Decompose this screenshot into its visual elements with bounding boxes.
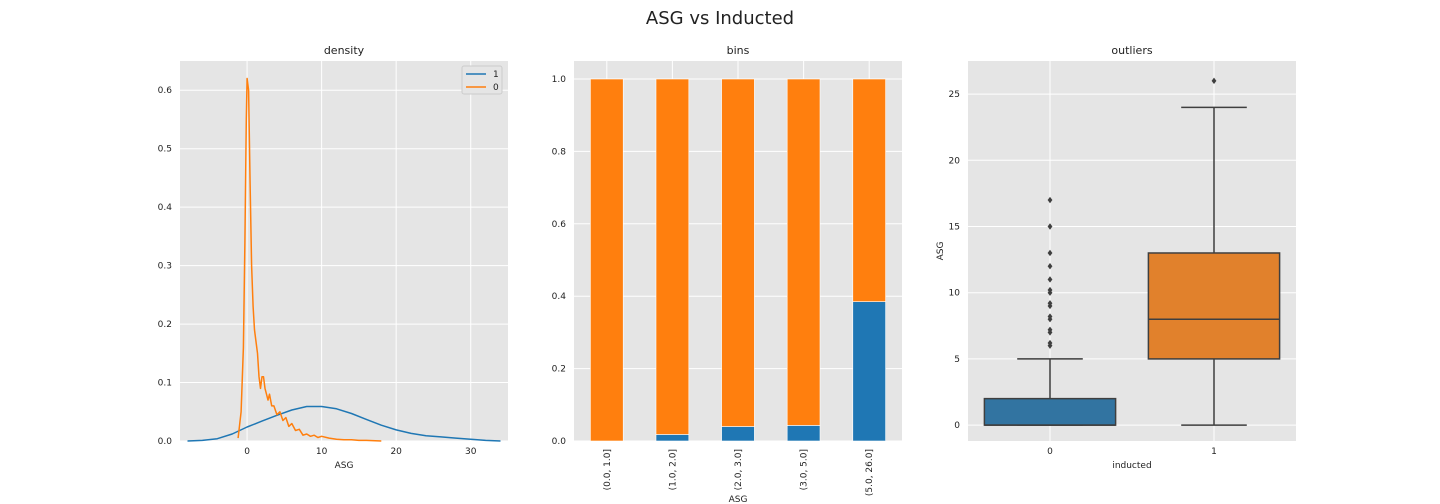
bins-bar-segment <box>721 78 755 427</box>
figure-title: ASG vs Inducted <box>646 8 794 29</box>
outliers-xtick-label: 0 <box>1047 447 1053 457</box>
legend-label-1: 1 <box>493 70 499 80</box>
density-ytick-label: 0.0 <box>158 437 173 447</box>
bins-bar-segment <box>721 426 755 442</box>
box-outlier-point <box>1047 196 1053 204</box>
density-title: density <box>324 44 365 57</box>
density-xtick-label: 10 <box>316 447 328 457</box>
box-outlier-point <box>1047 249 1053 257</box>
bins-xtick-label: (2.0, 3.0] <box>734 449 744 490</box>
box-outlier-point <box>1047 339 1053 347</box>
density-ytick-label: 0.3 <box>158 262 172 272</box>
bins-bar-segment <box>852 78 886 302</box>
outliers-ytick-label: 0 <box>954 421 960 431</box>
density-ytick-label: 0.4 <box>158 203 173 213</box>
bins-title: bins <box>727 44 750 57</box>
density-legend: 1 0 <box>461 65 503 95</box>
outliers-ytick-label: 10 <box>949 289 961 299</box>
bins-ytick-label: 0.4 <box>552 292 567 302</box>
box-iqr <box>983 397 1117 426</box>
outliers-plot-area <box>968 61 1296 441</box>
density-xtick-label: 30 <box>465 447 477 457</box>
bins-bars <box>590 78 886 442</box>
bins-xtick-label: (3.0, 5.0] <box>800 449 810 490</box>
bins-xlabel: ASG <box>729 495 748 504</box>
box-outlier-point <box>1047 300 1053 307</box>
outliers-ylabel: ASG <box>936 242 946 261</box>
bins-bar-segment <box>590 78 624 442</box>
density-ytick-label: 0.6 <box>158 86 173 96</box>
box-outlier-point <box>1047 313 1053 320</box>
density-curves <box>187 77 501 442</box>
outliers-ytick-label: 5 <box>954 355 960 365</box>
density-ytick-label: 0.5 <box>158 145 172 155</box>
bins-xtick-label: (1.0, 2.0] <box>668 449 678 490</box>
box-iqr <box>1147 252 1281 360</box>
density-plot-area <box>180 61 508 441</box>
density-xtick-label: 0 <box>244 447 250 457</box>
box-outlier-point <box>1047 223 1053 230</box>
outliers-ytick-label: 15 <box>949 223 960 233</box>
bins-xtick-label: (5.0, 26.0] <box>865 449 875 496</box>
bins-ytick-label: 0.0 <box>552 437 567 447</box>
bins-bar-segment <box>786 78 821 426</box>
outliers-ticks: 0 5 10 15 20 25 0 1 <box>949 90 1217 457</box>
bins-panel: 0.0 0.2 0.4 0.6 0.8 1.0 (0.0, 1.0] (1.0, 2.0] (2… <box>552 44 902 504</box>
bins-xtick-label: (0.0, 1.0] <box>603 449 613 490</box>
box-outlier-point <box>1047 326 1053 333</box>
density-ytick-label: 0.2 <box>158 320 172 330</box>
bins-ytick-label: 1.0 <box>552 75 567 85</box>
density-gridlines <box>180 61 508 442</box>
box-outlier-point <box>1211 77 1217 85</box>
density-panel: 0.00.10.20.30.40.50.60 10 20 30 density ASG… <box>158 44 508 471</box>
box-outlier-point <box>1047 276 1053 283</box>
bins-bar-segment <box>655 434 690 442</box>
bins-bar-segment <box>786 425 821 442</box>
density-line-0 <box>237 77 382 442</box>
bins-ytick-label: 0.6 <box>552 220 567 230</box>
outliers-title: outliers <box>1111 44 1152 57</box>
density-ytick-label: 0.1 <box>158 379 172 389</box>
box-outlier-point <box>1047 263 1053 270</box>
outliers-xtick-label: 1 <box>1211 447 1217 457</box>
box-outlier-point <box>1047 286 1053 294</box>
bins-ytick-label: 0.8 <box>552 147 567 157</box>
density-xtick-label: 20 <box>390 447 402 457</box>
legend-label-0: 0 <box>493 83 499 93</box>
bins-bar-segment <box>655 78 690 435</box>
outliers-xlabel: inducted <box>1112 461 1151 471</box>
outliers-boxplots <box>983 77 1281 426</box>
bins-ticks: 0.0 0.2 0.4 0.6 0.8 1.0 (0.0, 1.0] (1.0, 2.0] (2… <box>552 75 876 496</box>
bins-bar-segment <box>852 301 886 442</box>
density-xlabel: ASG <box>335 461 354 471</box>
outliers-panel: 0 5 10 15 20 25 0 1 outliers inducted ASG <box>936 44 1296 471</box>
density-ticks: 0.0 0.1 0.2 0.3 0.4 0.5 0.6 0 10 20 30 <box>158 86 477 457</box>
outliers-ytick-label: 20 <box>949 156 961 166</box>
outliers-ytick-label: 25 <box>949 90 960 100</box>
bins-ytick-label: 0.2 <box>552 365 566 375</box>
